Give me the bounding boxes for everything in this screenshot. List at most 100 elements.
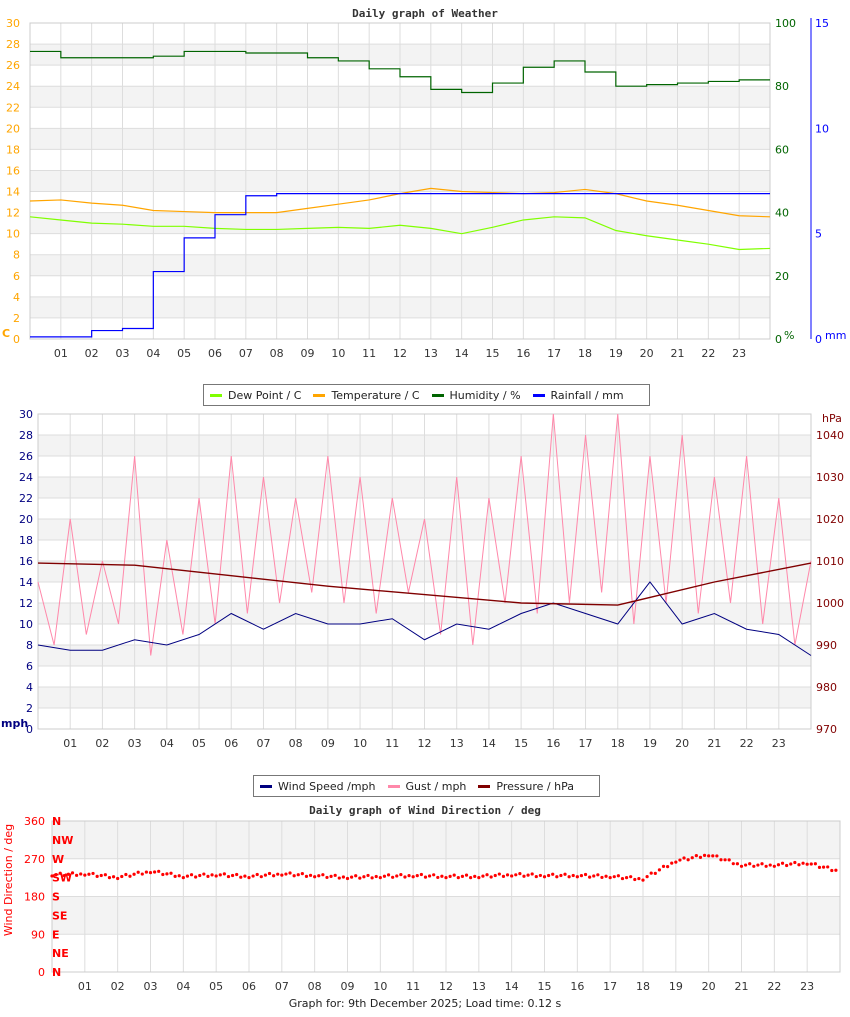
y-tick-label: 12 — [6, 207, 20, 220]
wind-direction-point — [214, 874, 218, 878]
y-tick-label: 30 — [19, 408, 33, 421]
x-tick-label: 20 — [702, 980, 716, 993]
compass-label: NE — [52, 947, 69, 960]
wind-direction-point — [756, 863, 760, 867]
wind-direction-point — [358, 876, 362, 880]
x-tick-label: 23 — [772, 737, 786, 750]
x-tick-label: 16 — [570, 980, 584, 993]
wind-direction-point — [764, 864, 768, 868]
wind-direction-point — [62, 874, 66, 878]
x-tick-label: 03 — [128, 737, 142, 750]
wind-direction-point — [194, 875, 198, 879]
x-tick-label: 17 — [579, 737, 593, 750]
wind-direction-point — [629, 875, 633, 879]
wind-direction-point — [637, 876, 641, 881]
wind-direction-point — [624, 876, 629, 880]
wind-direction-point — [140, 872, 144, 876]
wind-direction-point — [821, 865, 826, 869]
x-tick-label: 12 — [418, 737, 432, 750]
wind-direction-point — [711, 854, 715, 858]
wind-direction-point — [473, 874, 477, 878]
x-tick-label: 10 — [353, 737, 367, 750]
y-axis-title: Wind Direction / deg — [2, 824, 15, 936]
wind-direction-point — [120, 874, 124, 879]
y-tick-label: 16 — [6, 164, 20, 177]
y-tick-label: 18 — [19, 534, 33, 547]
wind-direction-point — [501, 874, 506, 878]
legend-label: Gust / mph — [405, 779, 467, 793]
wind-direction-point — [559, 873, 563, 878]
wind-direction-point — [427, 874, 432, 878]
wind-direction-point — [124, 872, 128, 877]
x-tick-label: 22 — [740, 737, 754, 750]
x-tick-label: 16 — [546, 737, 560, 750]
y-tick-label: 8 — [26, 639, 33, 652]
wind-direction-point — [522, 874, 526, 878]
x-tick-label: 18 — [578, 347, 592, 360]
y-tick-label: 0 — [38, 966, 45, 979]
wind-direction-point — [579, 874, 584, 878]
x-tick-label: 16 — [516, 347, 530, 360]
wind-direction-point — [727, 858, 731, 862]
wind-direction-point — [70, 871, 75, 875]
legend-humidity: Humidity / % — [431, 389, 521, 402]
wind-direction-point — [337, 876, 341, 880]
wind-direction-point — [99, 873, 103, 878]
wind-direction-point — [826, 865, 830, 869]
wind-direction-point — [198, 873, 202, 878]
wind-direction-point — [391, 875, 395, 879]
wind-direction-point — [415, 874, 419, 878]
y-tick-label: 28 — [19, 429, 33, 442]
wind-direction-point — [604, 874, 608, 878]
wind-direction-point — [715, 854, 719, 858]
legend-gust: Gust / mph — [387, 779, 467, 793]
x-tick-label: 23 — [732, 347, 746, 360]
wind-direction-point — [776, 863, 781, 867]
wind-direction-point — [272, 874, 276, 878]
y-tick-label: 0 — [26, 723, 33, 736]
y-tick-label: 26 — [19, 450, 33, 463]
wind-direction-point — [267, 871, 272, 876]
y-tick-label: 26 — [6, 59, 20, 72]
wind-direction-point — [514, 873, 518, 877]
x-tick-label: 04 — [160, 737, 174, 750]
y-tick-label: 6 — [13, 270, 20, 283]
wind-direction-point — [731, 862, 735, 866]
x-tick-label: 13 — [472, 980, 486, 993]
y-tick-label: 980 — [816, 681, 837, 694]
compass-label: N — [52, 966, 61, 979]
wind-direction-point — [592, 874, 596, 878]
wind-direction-point — [206, 874, 210, 878]
y-tick-label: 5 — [815, 228, 822, 241]
legend-rainfall: Rainfall / mm — [532, 389, 624, 402]
wind-direction-point — [707, 854, 711, 858]
y-tick-label: 4 — [13, 291, 20, 304]
y-tick-label: 270 — [24, 853, 45, 866]
x-tick-label: 03 — [116, 347, 130, 360]
series-wind-speed — [37, 581, 812, 656]
wind-direction-point — [694, 854, 698, 858]
wind-direction-point — [817, 865, 822, 869]
y-tick-label: 10 — [6, 228, 20, 241]
y-tick-label: 2 — [26, 702, 33, 715]
wind-direction-point — [464, 873, 469, 877]
wind-direction-point — [165, 872, 169, 876]
wind-direction-point — [780, 861, 785, 865]
x-tick-label: 05 — [177, 347, 191, 360]
wind-direction-point — [419, 872, 423, 877]
y-tick-label: 1020 — [816, 513, 844, 526]
x-tick-label: 14 — [482, 737, 496, 750]
x-tick-label: 14 — [505, 980, 519, 993]
wind-direction-point — [526, 873, 530, 877]
x-tick-label: 18 — [611, 737, 625, 750]
y-tick-label: 8 — [13, 249, 20, 262]
x-tick-label: 17 — [603, 980, 617, 993]
wind-direction-point — [489, 875, 493, 879]
y-tick-label: 22 — [6, 101, 20, 114]
x-tick-label: 23 — [800, 980, 814, 993]
x-tick-label: 21 — [671, 347, 685, 360]
wind-direction-point — [116, 876, 120, 881]
wind-direction-point — [243, 874, 247, 878]
wind-direction-point — [661, 864, 666, 868]
wind-direction-point — [612, 875, 616, 879]
